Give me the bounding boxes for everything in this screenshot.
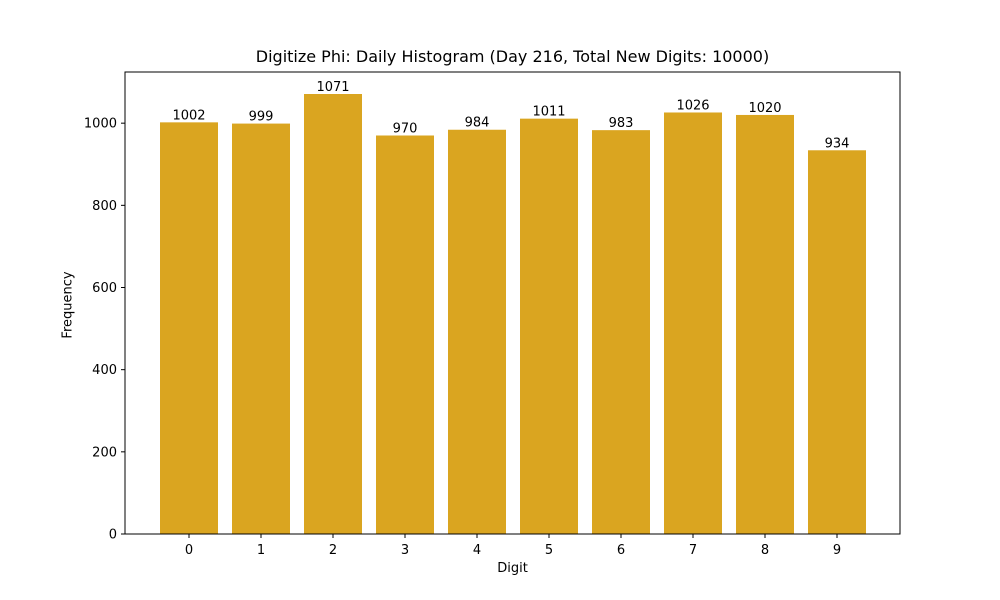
x-tick-label: 0	[185, 543, 193, 558]
bar-digit-9	[808, 150, 866, 534]
y-tick-label: 800	[92, 199, 117, 214]
bar-value-label: 999	[249, 110, 274, 125]
y-tick-label: 0	[109, 528, 117, 543]
bar-digit-6	[592, 130, 650, 534]
y-tick-label: 600	[92, 281, 117, 296]
x-axis-label: Digit	[497, 561, 528, 576]
bar-value-label: 1020	[748, 101, 781, 116]
x-tick-label: 4	[473, 543, 481, 558]
bar-value-label: 1002	[172, 108, 205, 123]
y-tick-label: 400	[92, 363, 117, 378]
x-tick-label: 7	[689, 543, 697, 558]
x-tick-label: 3	[401, 543, 409, 558]
bar-digit-1	[232, 123, 290, 534]
bar-digit-5	[520, 118, 578, 535]
bar-value-label: 934	[825, 136, 850, 151]
bar-digit-8	[736, 114, 794, 534]
x-tick-label: 2	[329, 543, 337, 558]
bar-digit-3	[376, 135, 434, 534]
bar-value-label: 983	[609, 116, 634, 131]
bar-value-label: 1026	[676, 98, 709, 113]
axes-frame	[124, 71, 901, 535]
bar-digit-0	[160, 122, 218, 534]
chart-title: Digitize Phi: Daily Histogram (Day 216, …	[255, 47, 770, 66]
x-tick-label: 9	[833, 543, 841, 558]
bar-digit-4	[448, 129, 506, 534]
x-tick-label: 1	[257, 543, 265, 558]
bar-value-label: 1071	[316, 80, 349, 95]
bar-value-label: 984	[465, 116, 490, 131]
bar-digit-7	[664, 112, 722, 534]
y-tick-label: 200	[92, 445, 117, 460]
x-tick-label: 5	[545, 543, 553, 558]
bar-value-label: 970	[393, 121, 418, 136]
y-tick-label: 1000	[84, 117, 117, 132]
x-tick-label: 6	[617, 543, 625, 558]
bar-digit-2	[304, 94, 362, 534]
bar-value-label: 1011	[532, 105, 565, 120]
x-tick-label: 8	[761, 543, 769, 558]
